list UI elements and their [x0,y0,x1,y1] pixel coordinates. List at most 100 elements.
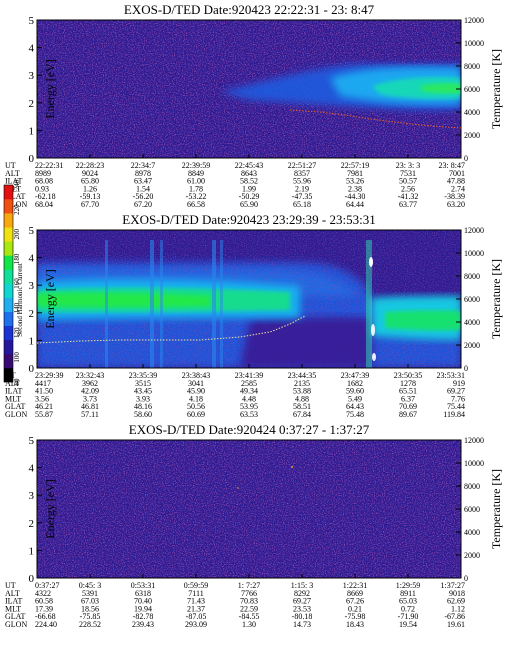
ephemeris-value: 64.43 [346,402,364,411]
ephemeris-value: 55.87 [35,410,53,419]
ephemeris-value: 19.94 [134,604,152,613]
ephemeris-value: 1:15: 3 [291,581,313,590]
ephemeris-value: -47.35 [292,192,313,201]
ephemeris-row-label: ALT [5,589,20,598]
y-tick-label: 0 [29,573,35,585]
ephemeris-row-label: MLT [5,394,21,403]
ephemeris-value: 23:41:39 [235,371,263,380]
ephemeris-value: 7001 [449,169,465,178]
ephemeris-value: 0:37:27 [35,581,59,590]
colorbar-tick-label: 140 [13,302,21,313]
y2-tick-label: 10000 [464,459,484,468]
panel-3-noise [37,440,461,578]
panel-1-band-peak [420,83,461,94]
ephemeris-row-label: ILAT [5,597,22,606]
ephemeris-value: 68.04 [35,200,53,209]
ephemeris-value: 67.20 [134,200,152,209]
ephemeris-value: 7766 [241,589,257,598]
ephemeris-value: 59.60 [346,387,364,396]
y2-tick-label: 0 [464,574,468,583]
y2-tick-label: 4000 [464,108,480,117]
ephemeris-value: 4322 [35,589,51,598]
panel-1-y2label: Temperature [K] [489,49,503,129]
panel-2-ephemeris: UT23:29:3923:32:4323:35:3923:38:4323:41:… [5,371,465,419]
panel-2-dark-region [240,317,372,368]
y2-tick-label: 2000 [464,341,480,350]
panel-2-ylabel: Energy [eV] [43,269,57,328]
panel-1-ephemeris: UT 22:22:31 22:28:23 22:34:7 22:39:59 22:45:4… [5,161,465,209]
ephemeris-value: 75.44 [447,402,465,411]
ephemeris-value: 17.39 [35,604,53,613]
ephemeris-value: 2.56 [401,184,415,193]
ephemeris-value: 3.93 [136,394,150,403]
panel-3-ephemeris: UT 0:37:27 0:45: 3 0:53:31 0:59:59 1: 7:27 1:1… [5,581,465,629]
y2-tick-label: 2000 [464,551,480,560]
ephemeris-value: -75.98 [345,612,366,621]
ephemeris-row-label: GLON [5,620,27,629]
ephemeris-value: 18.56 [81,604,99,613]
ephemeris-value: 67.26 [346,597,364,606]
y2-tick-label: 6000 [464,85,480,94]
ephemeris-value: 69.27 [447,387,465,396]
colorbar-swatch [4,283,13,298]
colorbar-tick-label: 180 [13,253,21,264]
ephemeris-value: 22.59 [240,604,258,613]
y2-tick-label: 8000 [464,272,480,281]
y-tick-label: 0 [29,153,35,165]
ephemeris-value: 0.21 [348,604,362,613]
colorbar-swatch [4,227,13,242]
y-tick-label: 5 [29,435,35,447]
ephemeris-value: 63.77 [399,200,417,209]
ephemeris-value: 48.16 [134,402,152,411]
ephemeris-value: 42.09 [81,387,99,396]
ephemeris-value: 41.50 [35,387,53,396]
ephemeris-value: 62.69 [447,597,465,606]
ephemeris-value: 1278 [400,379,416,388]
ephemeris-value: 22:57:19 [341,161,369,170]
ephemeris-row-label: MLT [5,604,21,613]
y2-tick-label: 10000 [464,39,484,48]
ephemeris-value: 8357 [294,169,310,178]
panel-2-stripe [105,240,108,368]
y-tick-label: 2 [29,98,35,110]
ephemeris-value: 2.38 [348,184,362,193]
ephemeris-value: 66.58 [187,200,205,209]
ephemeris-value: 1:37:27 [441,581,465,590]
ephemeris-value: 9024 [82,169,98,178]
y2-tick-label: 12000 [464,16,484,25]
ephemeris-value: 65.51 [399,387,417,396]
ephemeris-value: 47.88 [447,177,465,186]
colorbar-swatch [4,185,13,200]
y2-tick-label: 8000 [464,482,480,491]
panel-2-plot [37,230,461,368]
ephemeris-row-label: UT [5,581,16,590]
y-tick-label: 4 [29,463,35,475]
colorbar-swatch [4,199,13,214]
ephemeris-value: 68.08 [35,177,53,186]
ephemeris-value: -84.55 [239,612,260,621]
ephemeris-value: 23:47:39 [341,371,369,380]
ephemeris-value: 70.69 [399,402,417,411]
ephemeris-value: 63.53 [240,410,258,419]
ephemeris-value: 1:22:31 [343,581,367,590]
y-tick-label: 4 [29,43,35,55]
colorbar-swatch [4,367,13,383]
ephemeris-value: 55.96 [293,177,311,186]
ephemeris-row-label: GLAT [5,402,26,411]
ephemeris-value: -56.20 [133,192,154,201]
ephemeris-value: 53.88 [293,387,311,396]
ephemeris-value: 63.20 [447,200,465,209]
ephemeris-value: 0.93 [35,184,49,193]
y-tick-label: 2 [29,518,35,530]
panel-2-title: EXOS-D/TED Date:920423 23:29:39 - 23:53:… [122,212,375,227]
colorbar: 80 100 120 140 160 180 200 220 240 Second Harmon… [3,179,24,386]
ephemeris-value: 23:35:39 [129,371,157,380]
panel-2-stripe [212,240,216,368]
y2-tick-label: 10000 [464,249,484,258]
y-tick-label: 1 [29,545,35,557]
y2-tick-label: 4000 [464,528,480,537]
ephemeris-value: 23:53:31 [437,371,465,380]
ephemeris-value: 224.40 [35,620,57,629]
y-tick-label: 3 [29,280,35,292]
